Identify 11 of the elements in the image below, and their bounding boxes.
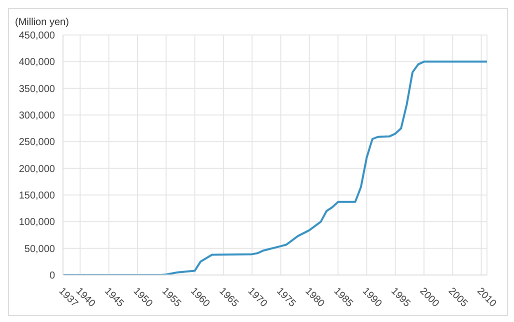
y-tick-label: 350,000 [18,84,56,95]
y-tick-label: 450,000 [18,30,56,42]
y-tick-label: 200,000 [18,164,56,175]
y-tick-label: 300,000 [18,110,56,122]
y-axis-title: (Million yen) [15,17,69,28]
y-tick-label: 0 [49,270,56,282]
y-tick-label: 400,000 [18,57,56,68]
y-tick-label: 100,000 [18,217,56,228]
y-tick-label: 150,000 [18,190,56,202]
y-tick-label: 250,000 [18,137,56,148]
y-tick-label: 50,000 [24,244,56,255]
